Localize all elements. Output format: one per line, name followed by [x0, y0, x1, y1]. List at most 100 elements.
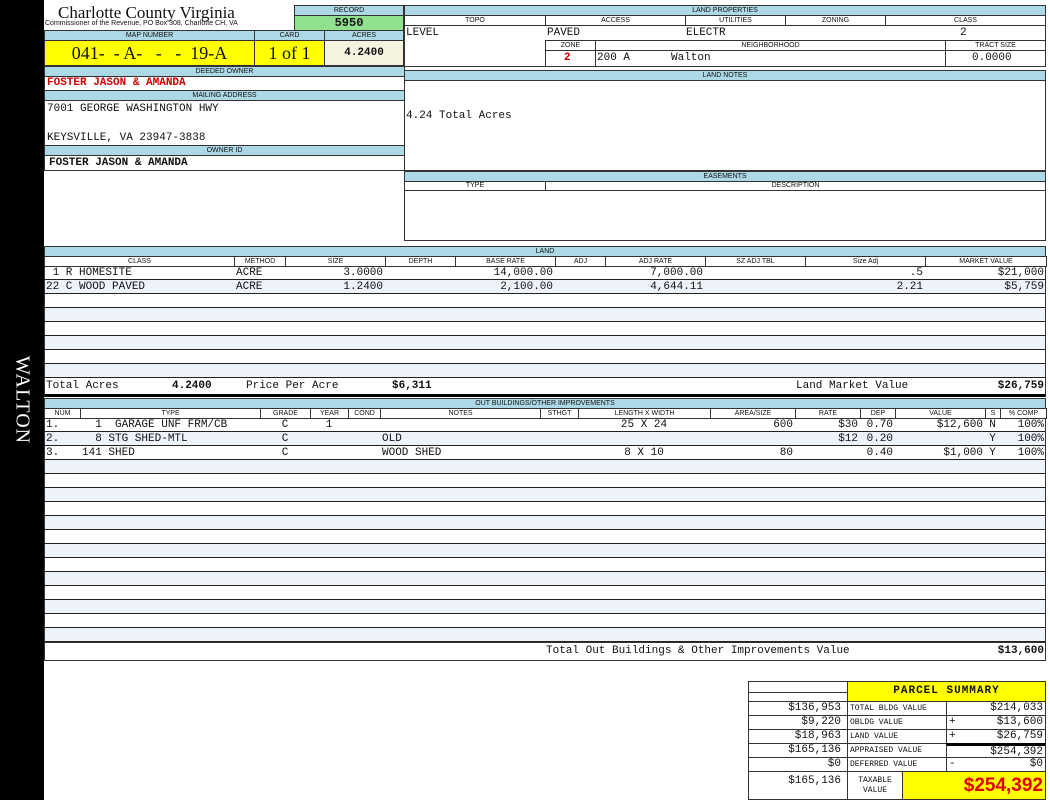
total-acres-label: Total Acres: [46, 380, 119, 392]
outbuildings-row: [44, 530, 1046, 544]
taxable-prior: $165,136: [748, 771, 848, 800]
easement-description-label: DESCRIPTION: [545, 181, 1046, 191]
outbuildings-cell: $12,600: [936, 419, 983, 431]
outbuildings-cell: C: [281, 447, 289, 459]
outbuildings-row: [44, 614, 1046, 628]
summary-label: TOTAL BLDG VALUE: [847, 701, 947, 716]
land-cell: 1 R HOMESITE: [46, 267, 132, 279]
land-cell: .5: [909, 267, 923, 279]
easement-type-label: TYPE: [404, 181, 546, 191]
taxable-label: TAXABLE VALUE: [847, 771, 903, 800]
summary-label: APPRAISED VALUE: [847, 743, 947, 758]
land-market-value-label: Land Market Value: [796, 380, 909, 392]
topo-value: LEVEL: [406, 27, 440, 39]
outbuildings-row: [44, 600, 1046, 614]
land-row: [44, 280, 1046, 294]
land-cell: 3.0000: [343, 267, 383, 279]
outbuildings-total: $13,600: [997, 645, 1044, 657]
summary-prior-value: $136,953: [748, 701, 848, 716]
outbuildings-totals: [44, 642, 1046, 661]
outbuildings-row: [44, 446, 1046, 460]
outbuildings-row: [44, 488, 1046, 502]
land-cell: 2.21: [896, 281, 923, 293]
summary-label: DEFERRED VALUE: [847, 757, 947, 772]
outbuildings-cell: 141 SHED: [82, 447, 135, 459]
taxable-value: $254,392: [902, 771, 1046, 800]
outbuildings-cell: $30: [838, 419, 858, 431]
land-totals: [44, 378, 1046, 397]
outbuildings-row: [44, 544, 1046, 558]
class-label: CLASS: [885, 15, 1046, 26]
utilities-value: ELECTR: [686, 27, 726, 39]
land-row: [44, 336, 1046, 350]
neighborhood-code: 200 A: [597, 52, 631, 64]
owner-id: FOSTER JASON & AMANDA: [49, 157, 188, 169]
outbuildings-cell: $1,000: [943, 447, 983, 459]
outbuildings-row: [44, 502, 1046, 516]
land-cell: $21,000: [997, 267, 1044, 279]
summary-sign: +: [949, 716, 956, 728]
land-row: [44, 308, 1046, 322]
outbuildings-row: [44, 628, 1046, 642]
summary-prior-value: $18,963: [748, 729, 848, 744]
outbuildings-row: [44, 558, 1046, 572]
outbuildings-row: [44, 586, 1046, 600]
access-value: PAVED: [547, 27, 581, 39]
outbuildings-cell: 0.70: [866, 419, 893, 431]
tract-size-value: 0.0000: [972, 52, 1012, 64]
land-cell: 22 C WOOD PAVED: [46, 281, 146, 293]
outbuildings-cell: 100%: [1017, 447, 1044, 459]
outbuildings-cell: 1.: [46, 419, 60, 431]
zoning-label: ZONING: [785, 15, 886, 26]
land-cell: 7,000.00: [650, 267, 703, 279]
outbuildings-row: [44, 432, 1046, 446]
page-subtitle: Commissioner of the Revenue, PO Box 308,…: [45, 20, 238, 27]
land-col-header: MARKET VALUE: [925, 256, 1047, 267]
land-row: [44, 364, 1046, 378]
address-line-1: 7001 GEORGE WASHINGTON HWY: [47, 103, 219, 115]
deeded-owner: FOSTER JASON & AMANDA: [47, 77, 186, 89]
outbuildings-cell: Y: [989, 447, 996, 459]
summary-sign: -: [949, 758, 956, 770]
total-acres: 4.2400: [172, 380, 212, 392]
access-label: ACCESS: [545, 15, 686, 26]
map-number: 041- - A- - - 19-A: [44, 40, 255, 66]
outbuildings-row: [44, 572, 1046, 586]
class-value: 2: [960, 27, 967, 39]
outbuildings-row: [44, 418, 1046, 432]
acres-value: 4.2400: [324, 40, 404, 66]
topo-label: TOPO: [404, 15, 546, 26]
land-cell: ACRE: [236, 281, 263, 293]
card-number: 1 of 1: [254, 40, 325, 66]
summary-value: $214,033: [946, 701, 1046, 716]
outbuildings-cell: 600: [773, 419, 793, 431]
land-row: [44, 322, 1046, 336]
outbuildings-cell: 8 STG SHED-MTL: [82, 433, 188, 445]
land-row: [44, 294, 1046, 308]
land-row: [44, 350, 1046, 364]
outbuildings-row: [44, 516, 1046, 530]
land-cell: 2,100.00: [500, 281, 553, 293]
outbuildings-cell: 8 X 10: [624, 447, 664, 459]
summary-prior-value: $165,136: [748, 743, 848, 758]
outbuildings-cell: $12: [838, 433, 858, 445]
summary-label: LAND VALUE: [847, 729, 947, 744]
outbuildings-cell: C: [281, 419, 289, 431]
outbuildings-cell: 0.40: [866, 447, 893, 459]
parcel-summary-title: PARCEL SUMMARY: [847, 681, 1046, 702]
price-per-acre-label: Price Per Acre: [246, 380, 339, 392]
summary-value: $254,392: [946, 743, 1046, 758]
outbuildings-cell: 2.: [46, 433, 60, 445]
summary-prior-value: $9,220: [748, 715, 848, 730]
outbuildings-cell: 0.20: [866, 433, 893, 445]
outbuildings-total-label: Total Out Buildings & Other Improvements…: [546, 645, 850, 657]
utilities-label: UTILITIES: [685, 15, 786, 26]
district-sidebar: WALTON: [0, 0, 44, 800]
land-market-value: $26,759: [997, 380, 1044, 392]
summary-sign: +: [949, 730, 956, 742]
district-label: WALTON: [11, 355, 34, 445]
outbuildings-cell: N: [989, 419, 996, 431]
outbuildings-cell: OLD: [382, 433, 402, 445]
outbuildings-col-header: % COMP: [1000, 408, 1047, 419]
summary-prior-value: $0: [748, 757, 848, 772]
